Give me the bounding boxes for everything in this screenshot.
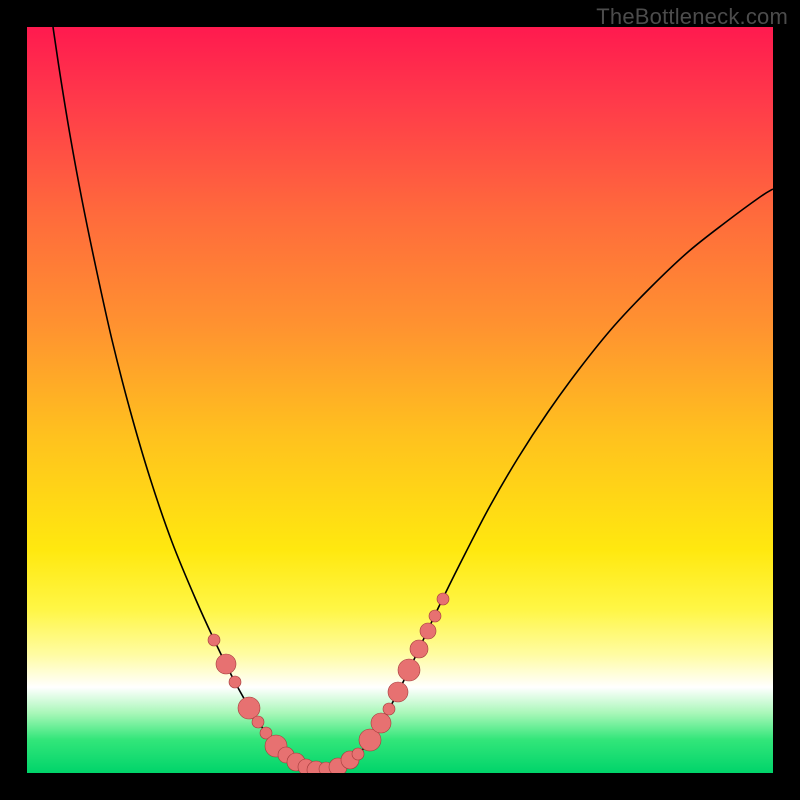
data-marker <box>429 610 441 622</box>
data-marker <box>352 748 364 760</box>
data-marker <box>229 676 241 688</box>
data-marker <box>216 654 236 674</box>
data-marker <box>252 716 264 728</box>
data-marker <box>238 697 260 719</box>
data-marker <box>388 682 408 702</box>
data-marker <box>410 640 428 658</box>
data-marker <box>437 593 449 605</box>
bottleneck-curve <box>53 27 773 771</box>
data-marker <box>208 634 220 646</box>
data-marker <box>371 713 391 733</box>
data-marker <box>420 623 436 639</box>
data-marker <box>398 659 420 681</box>
data-marker <box>383 703 395 715</box>
chart-overlay <box>0 0 800 800</box>
